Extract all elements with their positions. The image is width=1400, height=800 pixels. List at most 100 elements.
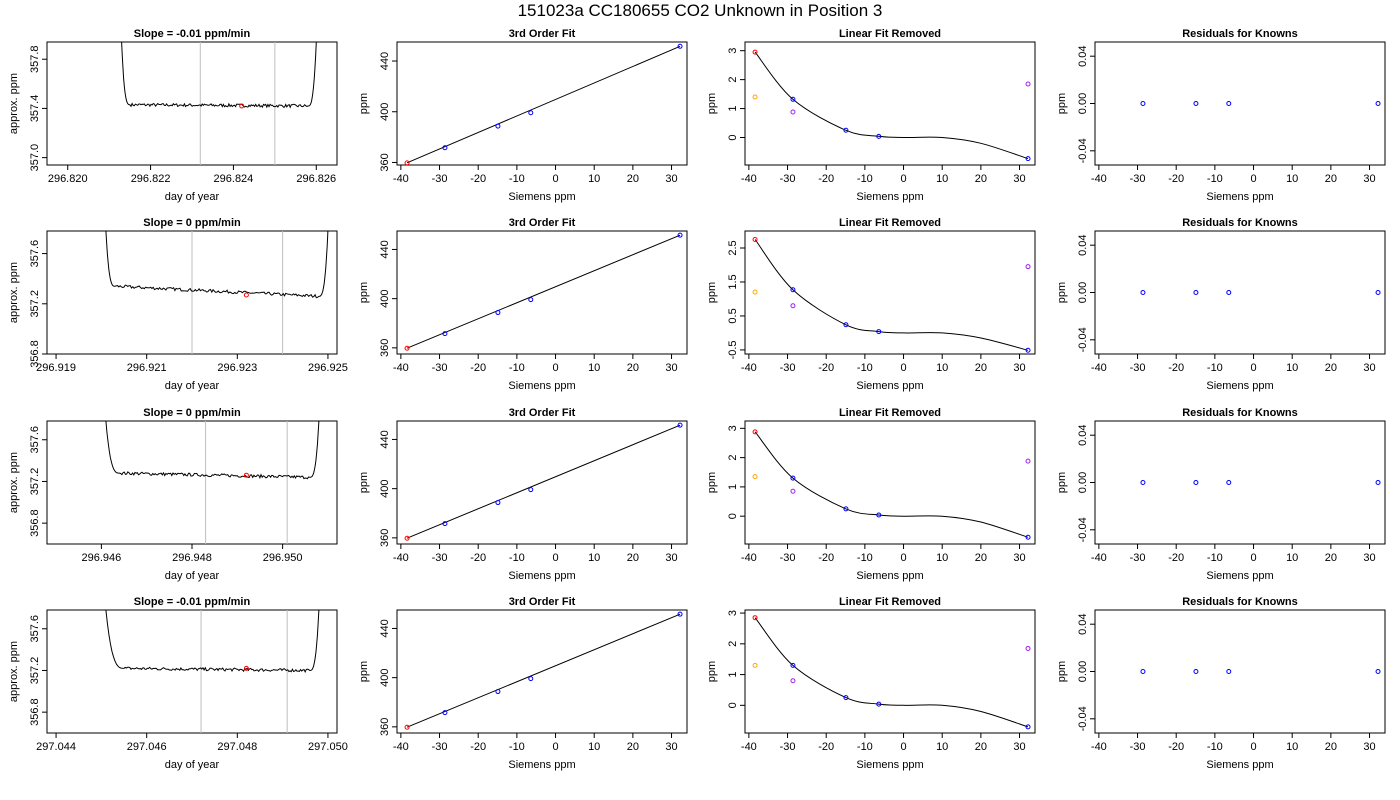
- x-tick-label: -40: [741, 741, 757, 753]
- panel-4-2: 3rd Order Fit -40 -30 -20 -10 0 10 20 30 360 400 44…: [358, 596, 688, 771]
- y-axis-label: approx. ppm: [8, 262, 20, 323]
- x-tick-label: 296.921: [127, 362, 167, 374]
- x-tick-label: 0: [900, 552, 906, 564]
- y-axis-label: ppm: [1056, 661, 1068, 682]
- plot-area: [105, 421, 320, 544]
- plot-area: [752, 429, 1031, 540]
- data-point: [843, 127, 849, 133]
- data-point: [790, 303, 796, 309]
- x-tick-label: 10: [936, 173, 948, 185]
- panel-title: 3rd Order Fit: [509, 28, 576, 40]
- data-point: [1025, 81, 1031, 87]
- x-tick-label: 20: [627, 552, 639, 564]
- y-axis-label: ppm: [1056, 472, 1068, 493]
- data-point: [495, 500, 501, 506]
- panel-3-1: Slope = 0 ppm/min 296.946 296.948 296.950 35…: [8, 407, 338, 582]
- x-tick-label: -20: [818, 552, 834, 564]
- data-point: [1375, 480, 1381, 485]
- panel-title: Slope = 0 ppm/min: [143, 217, 241, 229]
- fit-line: [406, 45, 681, 164]
- panel-title: 3rd Order Fit: [509, 596, 576, 608]
- y-axis-label: ppm: [358, 93, 370, 114]
- x-tick-label: 0: [1250, 362, 1256, 374]
- x-tick-label: -10: [1207, 552, 1223, 564]
- panel-2-4: Residuals for Knowns -40 -30 -20 -10 0 10 20 30 -…: [1056, 217, 1386, 392]
- plot-area: [1140, 669, 1381, 674]
- data-point: [243, 472, 249, 478]
- y-tick-label: 400: [379, 289, 391, 307]
- data-point: [876, 329, 882, 335]
- y-axis-label: ppm: [706, 472, 718, 493]
- plot-frame: [46, 420, 338, 545]
- x-tick-label: 0: [552, 741, 558, 753]
- panel-2-1: Slope = 0 ppm/min 296.919 296.921 296.923 29…: [8, 217, 348, 392]
- x-tick-label: 20: [975, 173, 987, 185]
- x-tick-label: 30: [1013, 552, 1025, 564]
- panel-title: Slope = -0.01 ppm/min: [134, 596, 251, 608]
- x-tick-label: 20: [975, 741, 987, 753]
- x-tick-label: -40: [393, 173, 409, 185]
- data-point: [1193, 669, 1199, 674]
- data-point: [790, 488, 796, 494]
- y-tick-label: 357.4: [29, 95, 41, 123]
- x-tick-label: -20: [1168, 552, 1184, 564]
- data-point: [752, 49, 758, 55]
- y-tick-label: 357.6: [29, 426, 41, 454]
- x-tick-label: 30: [665, 552, 677, 564]
- data-point: [404, 345, 410, 351]
- panel-title: Residuals for Knowns: [1182, 407, 1298, 419]
- y-tick-label: 440: [379, 240, 391, 258]
- fit-line: [406, 234, 681, 349]
- y-axis-label: approx. ppm: [8, 641, 20, 702]
- y-tick-label: 1: [727, 484, 739, 490]
- x-tick-label: -10: [509, 741, 525, 753]
- x-tick-label: -20: [818, 173, 834, 185]
- data-point: [404, 160, 410, 165]
- panel-title: Linear Fit Removed: [839, 407, 941, 419]
- x-tick-label: 30: [665, 362, 677, 374]
- y-tick-label: -0.04: [1077, 517, 1089, 542]
- x-tick-label: 30: [665, 173, 677, 185]
- plot-frame: [744, 609, 1036, 734]
- data-point: [1025, 724, 1031, 730]
- y-axis-label: ppm: [1056, 93, 1068, 114]
- x-tick-label: -40: [741, 362, 757, 374]
- x-axis-label: Siemens ppm: [1206, 570, 1273, 582]
- panel-4-4: Residuals for Knowns -40 -30 -20 -10 0 10 20 30 -…: [1056, 596, 1386, 771]
- plot-frame: [396, 420, 688, 545]
- x-tick-label: 10: [588, 173, 600, 185]
- x-tick-label: 20: [627, 173, 639, 185]
- x-axis-label: Siemens ppm: [508, 191, 575, 203]
- y-tick-label: 0.04: [1077, 613, 1089, 634]
- plot-frame: [46, 41, 338, 166]
- data-point: [495, 123, 501, 129]
- x-tick-label: 296.824: [214, 173, 254, 185]
- plot-area: [404, 422, 683, 541]
- y-tick-label: 400: [379, 668, 391, 686]
- x-tick-label: 10: [936, 741, 948, 753]
- y-axis-label: approx. ppm: [8, 73, 20, 134]
- y-axis-label: ppm: [1056, 282, 1068, 303]
- y-axis-label: ppm: [358, 661, 370, 682]
- panel-4-3: Linear Fit Removed -40 -30 -20 -10 0 10 20 30 0 1 2…: [706, 596, 1036, 771]
- plot-frame: [46, 609, 338, 734]
- x-axis-label: Siemens ppm: [508, 380, 575, 392]
- y-tick-label: 357.6: [29, 240, 41, 268]
- x-tick-label: -10: [509, 362, 525, 374]
- x-tick-label: -40: [393, 741, 409, 753]
- x-tick-label: 10: [588, 362, 600, 374]
- plot-area: [105, 610, 320, 733]
- y-tick-label: 3: [727, 48, 739, 54]
- data-point: [1226, 101, 1232, 106]
- x-tick-label: 20: [975, 552, 987, 564]
- x-tick-label: -20: [470, 173, 486, 185]
- plot-area: [1140, 101, 1381, 106]
- y-tick-label: 356.8: [29, 340, 41, 368]
- y-tick-label: 357.8: [29, 45, 41, 73]
- fit-curve: [754, 617, 1029, 728]
- data-point: [528, 297, 534, 303]
- x-tick-label: 10: [588, 741, 600, 753]
- panel-1-1: Slope = -0.01 ppm/min 296.820 296.822 296.8…: [8, 28, 338, 203]
- data-point: [1025, 458, 1031, 464]
